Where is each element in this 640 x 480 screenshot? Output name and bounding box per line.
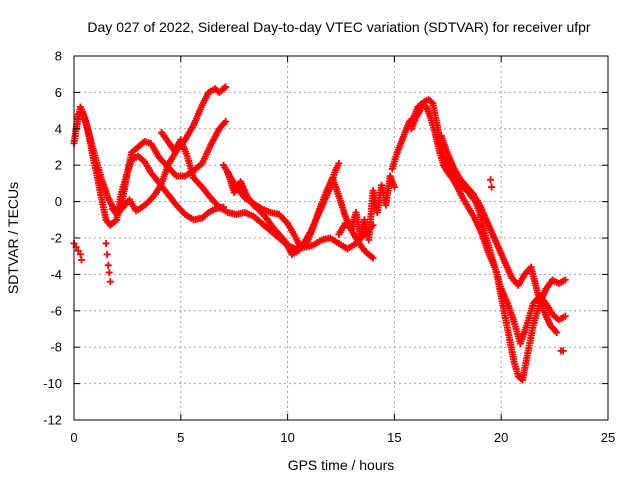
data-point — [488, 183, 496, 191]
data-point — [561, 276, 569, 284]
y-tick-label: -6 — [50, 303, 62, 318]
data-point — [103, 250, 111, 258]
data-point — [427, 98, 435, 106]
data-point — [222, 83, 230, 91]
data-point — [222, 118, 230, 126]
x-tick-label: 10 — [280, 430, 294, 445]
data-point — [102, 239, 110, 247]
data-point — [553, 329, 561, 337]
data-point — [76, 250, 84, 258]
data-points — [70, 83, 569, 384]
data-point — [105, 269, 113, 277]
y-tick-label: -12 — [43, 413, 62, 428]
data-point — [104, 261, 112, 269]
data-point — [369, 254, 377, 262]
x-axis-label: GPS time / hours — [288, 457, 395, 473]
data-point — [487, 176, 495, 184]
x-axis: 0 5 10 15 20 25 — [70, 56, 615, 445]
x-tick-label: 5 — [177, 430, 184, 445]
y-tick-label: 8 — [55, 49, 62, 64]
data-point — [74, 247, 82, 255]
y-tick-label: -4 — [50, 267, 62, 282]
data-point — [221, 84, 229, 92]
y-axis-label: SDTVAR / TECUs — [5, 182, 21, 294]
x-tick-label: 25 — [601, 430, 615, 445]
chart-title: Day 027 of 2022, Sidereal Day-to-day VTE… — [87, 19, 591, 35]
y-axis: -12 -10 -8 -6 -4 -2 0 2 4 6 8 — [43, 49, 608, 428]
x-tick-label: 20 — [494, 430, 508, 445]
x-tick-label: 0 — [70, 430, 77, 445]
data-point — [335, 159, 343, 167]
data-point — [77, 256, 85, 264]
data-point — [559, 347, 567, 355]
y-tick-label: 4 — [55, 121, 62, 136]
data-point — [561, 312, 569, 320]
data-point — [106, 278, 114, 286]
y-tick-label: 2 — [55, 158, 62, 173]
y-tick-label: -10 — [43, 376, 62, 391]
x-tick-label: 15 — [387, 430, 401, 445]
data-point — [390, 183, 398, 191]
y-tick-label: 0 — [55, 194, 62, 209]
y-tick-label: -8 — [50, 340, 62, 355]
y-tick-label: -2 — [50, 231, 62, 246]
y-tick-label: 6 — [55, 85, 62, 100]
